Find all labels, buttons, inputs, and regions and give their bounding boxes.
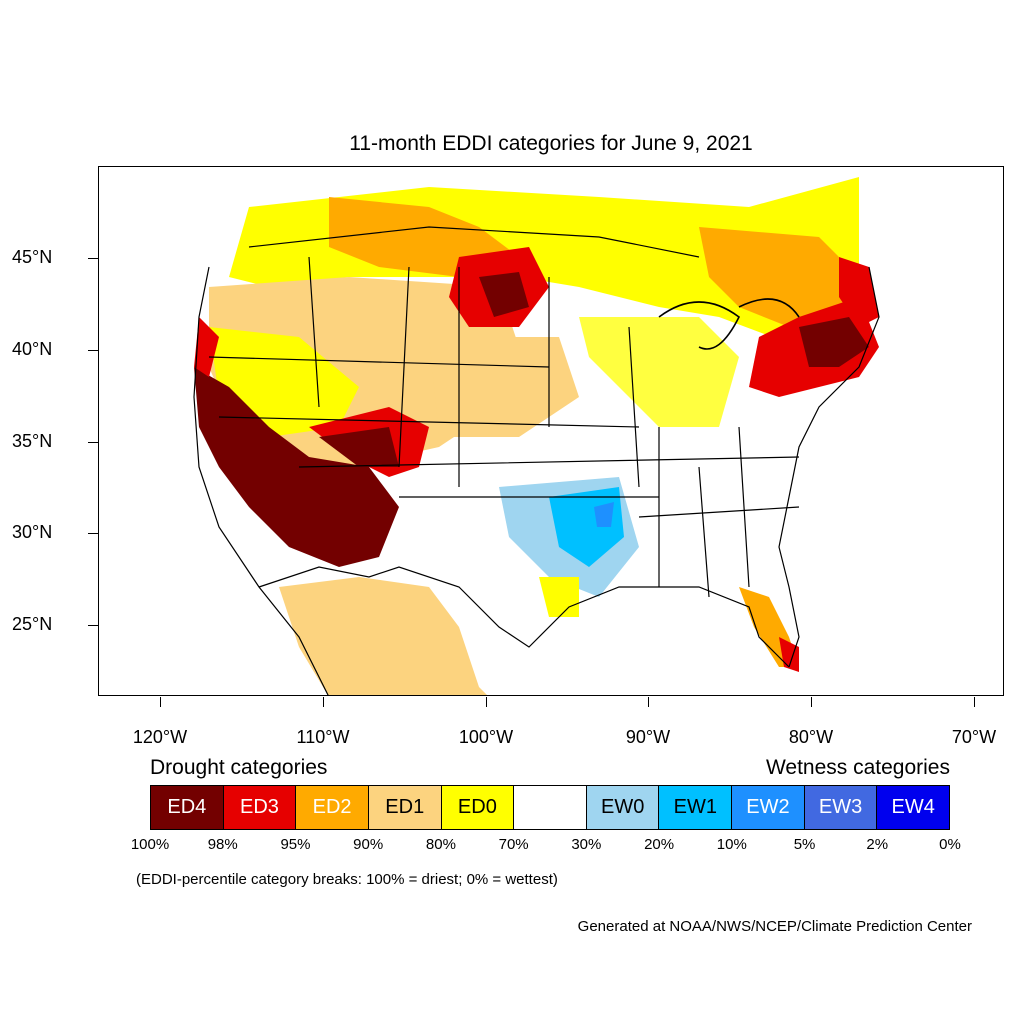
legend-swatch: EW0: [586, 786, 660, 829]
drought-heading: Drought categories: [150, 756, 328, 779]
lon-label: 80°W: [788, 727, 834, 747]
lat-tick: [88, 442, 98, 443]
legend-swatch: [514, 786, 587, 829]
legend-percentile: 10%: [716, 836, 747, 853]
lon-label: 110°W: [296, 727, 350, 747]
map-panel: [98, 166, 1004, 696]
lon-tick: [160, 697, 161, 707]
south-central-ew2: [594, 502, 614, 527]
lat-label: 45°N: [12, 247, 53, 267]
legend-swatch: EW3: [804, 786, 878, 829]
legend-swatch: EW4: [877, 786, 950, 829]
northeast-orange: [699, 227, 859, 327]
lat-label: 35°N: [12, 431, 53, 451]
legend-percentile: 30%: [571, 836, 602, 853]
lon-label: 70°W: [951, 727, 997, 747]
mexico-region: [279, 577, 487, 695]
lat-tick: [88, 258, 98, 259]
lon-label: 120°W: [132, 727, 188, 747]
legend-swatch: EW2: [732, 786, 805, 829]
legend-percentile: 70%: [498, 836, 529, 853]
southwest-ed4: [194, 367, 399, 567]
plains-ed4: [479, 272, 529, 317]
legend-percentile: 80%: [425, 836, 456, 853]
lon-tick: [811, 697, 812, 707]
wetness-heading: Wetness categories: [765, 756, 950, 779]
legend-swatch: ED3: [223, 786, 297, 829]
legend-percentile: 90%: [353, 836, 384, 853]
legend-percentile: 100%: [130, 836, 170, 853]
legend-swatch: ED2: [296, 786, 369, 829]
west-coast-ed3: [194, 317, 219, 377]
legend-swatch: ED0: [441, 786, 515, 829]
florida-ed3: [779, 637, 799, 672]
lon-label: 90°W: [625, 727, 671, 747]
lat-tick: [88, 625, 98, 626]
eddi-map: [193, 177, 880, 695]
legend-percentile: 95%: [280, 836, 311, 853]
southwest-ed4b: [319, 427, 399, 467]
lat-tick: [88, 350, 98, 351]
legend-percentile: 5%: [793, 836, 816, 853]
plains-light: [429, 337, 579, 437]
midwest-yellow: [579, 317, 739, 427]
lat-tick: [88, 533, 98, 534]
boundaries: [193, 226, 880, 695]
lon-tick: [486, 697, 487, 707]
legend-percentile: 98%: [207, 836, 238, 853]
legend-swatch: EW1: [659, 786, 733, 829]
northeast-ed4: [799, 317, 869, 367]
lat-label: 30°N: [12, 522, 53, 542]
lon-tick: [323, 697, 324, 707]
maine-ed3: [839, 257, 879, 327]
lat-label: 25°N: [12, 614, 53, 634]
legend-color-bar: ED4 ED3 ED2 ED1 ED0 EW0 EW1 EW2 EW3 EW4: [150, 785, 950, 830]
legend-percentile: 2%: [866, 836, 889, 853]
lat-label: 40°N: [12, 339, 53, 359]
credit-line: Generated at NOAA/NWS/NCEP/Climate Predi…: [577, 918, 972, 935]
legend-percentile: 20%: [644, 836, 675, 853]
lon-label: 100°W: [458, 727, 514, 747]
legend-swatch: ED1: [368, 786, 442, 829]
lon-tick: [974, 697, 975, 707]
legend-percentile: 0%: [939, 836, 961, 853]
legend-swatch: ED4: [151, 786, 224, 829]
map-title: 11-month EDDI categories for June 9, 202…: [349, 132, 753, 155]
category-note: (EDDI-percentile category breaks: 100% =…: [136, 871, 558, 888]
lon-tick: [648, 697, 649, 707]
